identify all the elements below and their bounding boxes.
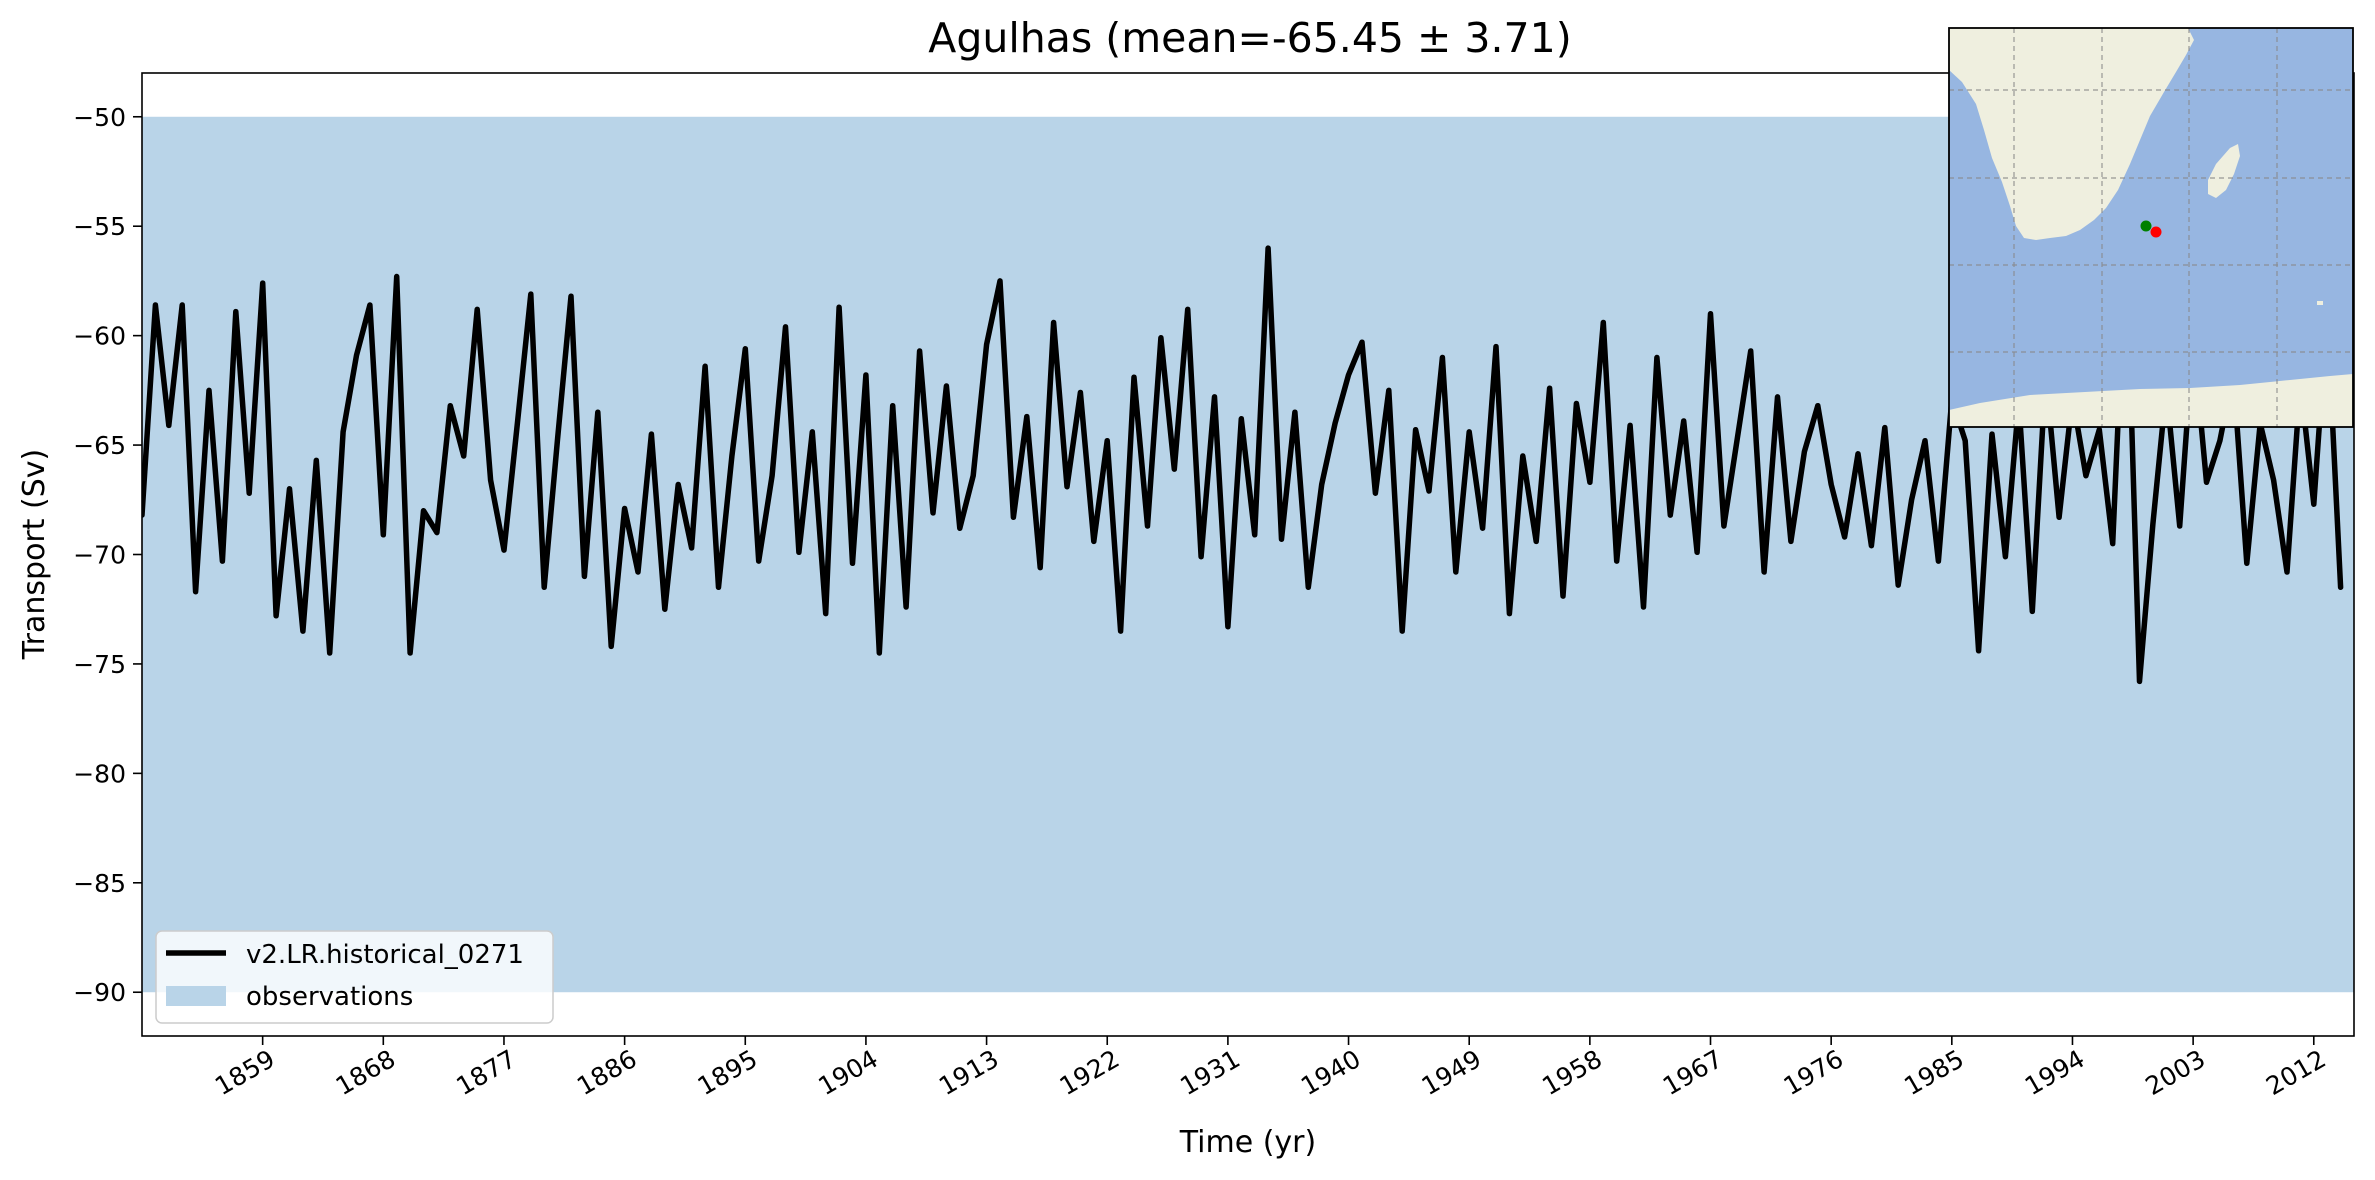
- y-tick-label: −50: [73, 103, 126, 132]
- legend-patch-swatch: [166, 986, 226, 1006]
- inset-map: [1948, 27, 2354, 428]
- y-axis-label: Transport (Sv): [17, 449, 52, 661]
- y-tick-label: −80: [73, 759, 126, 788]
- series-line-v2-lr-historical-0271: [142, 236, 2344, 685]
- inset-map-marker-red: [2150, 226, 2162, 238]
- inset-map-marker-green: [2140, 220, 2152, 232]
- y-tick-label: −55: [73, 212, 126, 241]
- y-tick-label: −85: [73, 869, 126, 898]
- inset-map-small-island: [2317, 301, 2323, 305]
- y-tick-label: −75: [73, 650, 126, 679]
- x-axis-label: Time (yr): [1179, 1125, 1316, 1160]
- legend-box: [155, 930, 554, 1024]
- inset-map-antarctica: [1949, 374, 2353, 427]
- y-tick-label: −70: [73, 541, 126, 570]
- legend-label-model: v2.LR.historical_0271: [246, 940, 524, 970]
- inset-map-frame: [1948, 27, 2354, 428]
- y-tick-label: −60: [73, 322, 126, 351]
- inset-map-gridlines: [1949, 28, 2353, 427]
- inset-map-africa: [1949, 28, 2194, 240]
- legend: v2.LR.historical_0271 observations: [155, 930, 554, 1024]
- y-axis: −50 −55 −60 −65 −70 −75 −80 −85 −90: [73, 103, 142, 1007]
- y-tick-label: −65: [73, 431, 126, 460]
- chart-title: Agulhas (mean=-65.45 ± 3.71): [928, 14, 1571, 62]
- inset-map-madagascar: [2208, 144, 2240, 198]
- legend-label-observations: observations: [246, 982, 413, 1012]
- y-tick-label: −90: [73, 978, 126, 1007]
